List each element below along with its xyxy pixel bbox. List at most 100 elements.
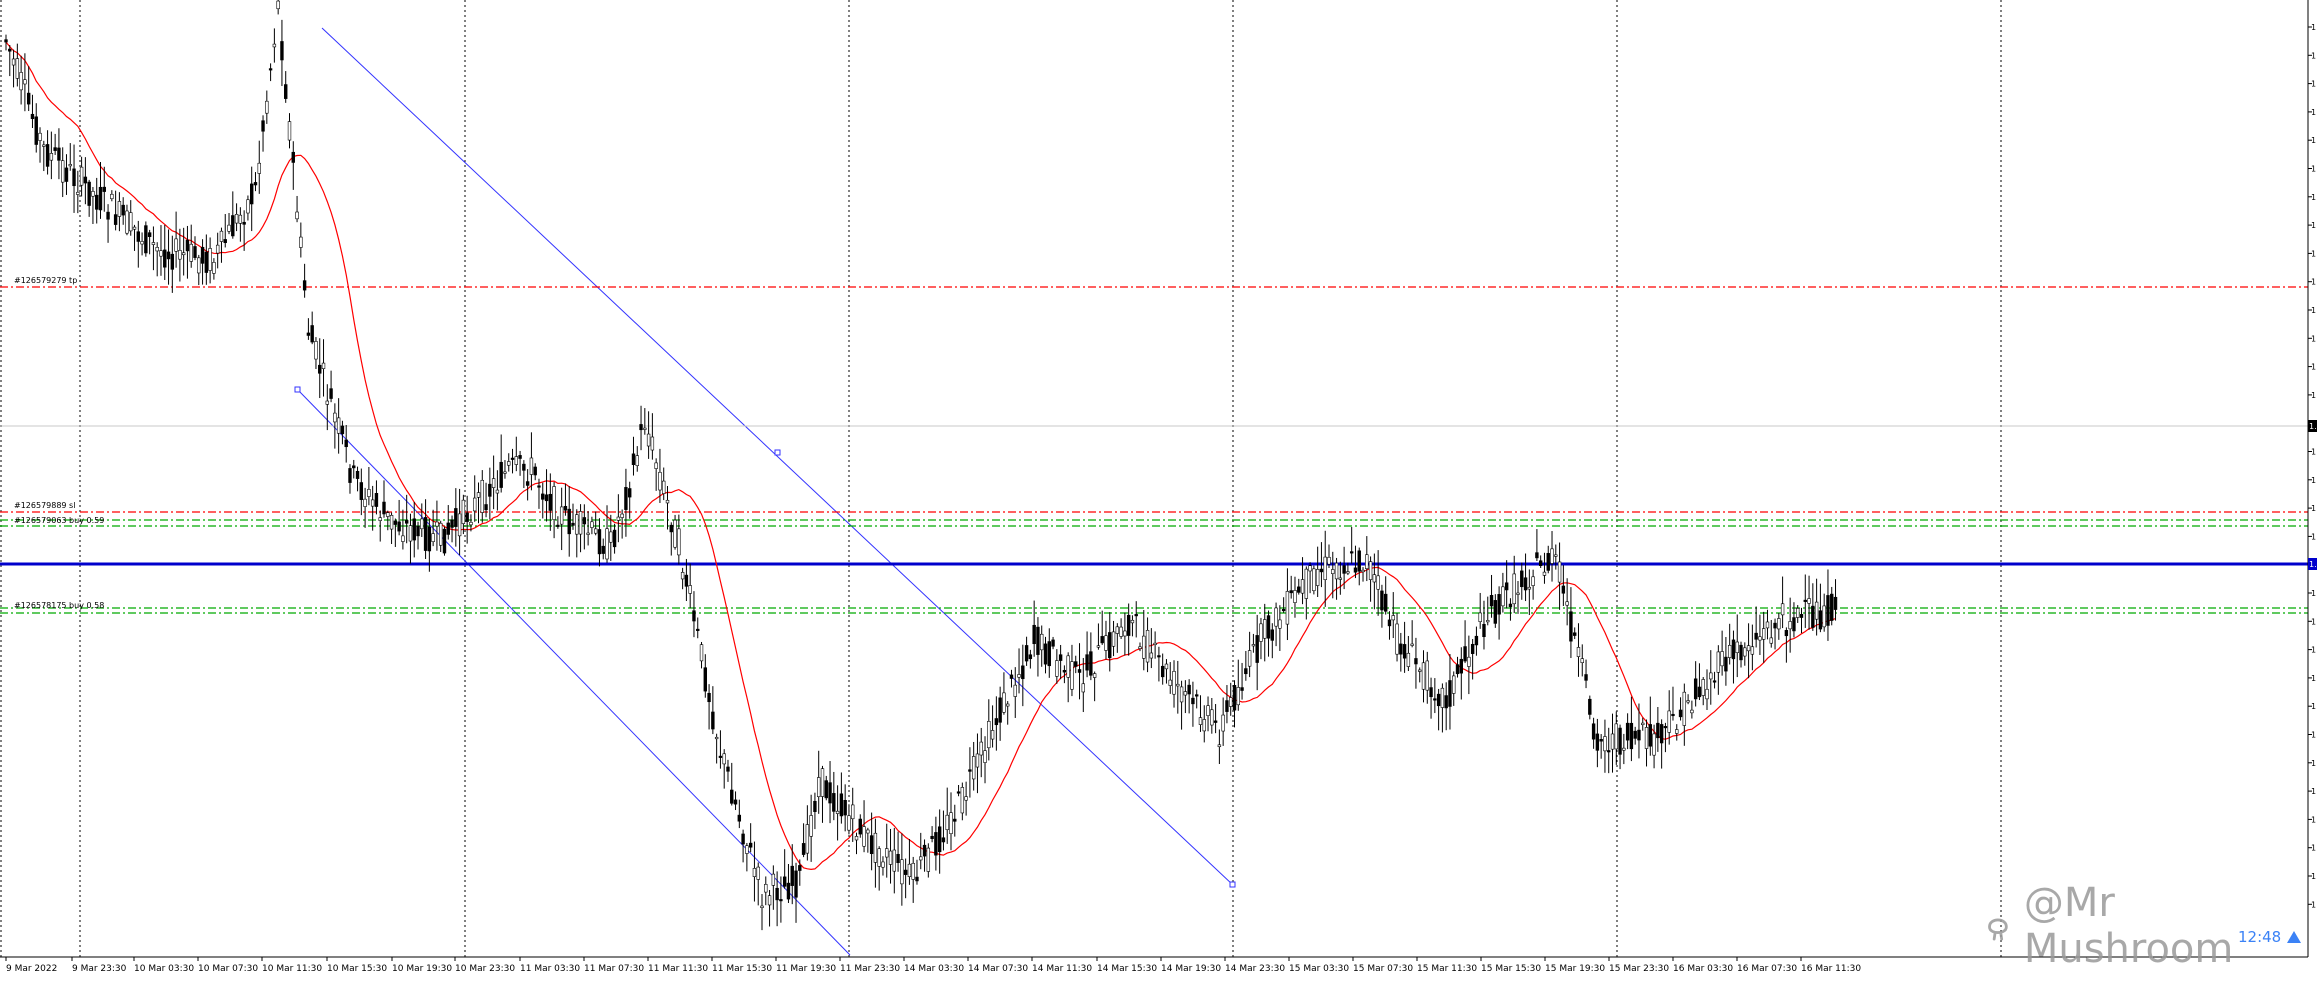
candle-463 <box>1754 606 1758 648</box>
candle-body-403 <box>1527 586 1532 590</box>
candle-body-466 <box>1765 621 1770 629</box>
candle-438 <box>1659 719 1664 769</box>
candle-72 <box>276 0 280 15</box>
candle-body-168 <box>639 424 643 431</box>
candle-body-19 <box>76 191 80 195</box>
candle-369 <box>1399 632 1403 672</box>
candle-body-105 <box>401 535 405 542</box>
candle-body-341 <box>1293 590 1297 603</box>
candle-body-177 <box>673 519 677 548</box>
candle-17 <box>68 143 72 171</box>
candle-body-139 <box>529 457 534 475</box>
candle-480 <box>1818 583 1823 633</box>
candle-body-354 <box>1342 565 1346 574</box>
candle-body-134 <box>510 457 515 460</box>
candle-166 <box>631 436 636 476</box>
candle-118 <box>450 515 454 543</box>
candle-body-245 <box>930 835 934 839</box>
candle-184 <box>699 641 704 669</box>
candle-140 <box>533 463 537 481</box>
candle-242 <box>919 832 923 870</box>
candle-442 <box>1675 724 1679 741</box>
candle-185 <box>703 654 708 698</box>
candle-body-351 <box>1331 569 1335 574</box>
candle-477 <box>1807 575 1811 630</box>
y-tick-label-8: 1. <box>2311 249 2317 258</box>
candle-4 <box>19 55 23 105</box>
candle-body-69 <box>265 100 269 114</box>
candle-188 <box>714 733 719 764</box>
candle-body-255 <box>968 769 972 772</box>
y-tick-label-9: 1. <box>2311 278 2317 287</box>
candle-460 <box>1743 642 1747 666</box>
candle-229 <box>869 812 874 871</box>
candle-280 <box>1062 665 1067 684</box>
candle-262 <box>994 696 999 751</box>
candle-190 <box>722 749 726 789</box>
candle-194 <box>737 799 742 829</box>
candle-70 <box>268 63 273 82</box>
candle-274 <box>1040 625 1044 667</box>
candle-body-85 <box>325 400 329 405</box>
candle-456 <box>1727 623 1732 665</box>
candle-body-5 <box>23 79 27 85</box>
candle-136 <box>518 450 522 476</box>
candle-156 <box>593 511 598 536</box>
candle-body-424 <box>1607 750 1611 753</box>
candle-body-106 <box>404 520 409 524</box>
candle-body-244 <box>926 847 931 872</box>
candle-body-108 <box>412 518 416 541</box>
candle-body-282 <box>1070 661 1074 690</box>
candle-213 <box>809 794 813 862</box>
candle-2 <box>11 49 16 88</box>
x-tick-label-11: 11 Mar 15:30 <box>712 964 772 974</box>
candle-body-470 <box>1780 603 1785 616</box>
candle-body-463 <box>1754 632 1758 640</box>
candle-78 <box>299 222 303 258</box>
candle-body-250 <box>949 812 953 835</box>
channel-anchor-1 <box>294 386 301 393</box>
candle-body-401 <box>1520 570 1524 588</box>
candle-135 <box>514 436 519 472</box>
order-labels: #126579279 tp #126579889 sl #126579063 buy… <box>14 276 104 610</box>
candle-body-8 <box>34 116 38 145</box>
triangle-up-icon <box>2287 931 2302 943</box>
candle-145 <box>552 482 556 539</box>
candle-287 <box>1089 632 1093 681</box>
x-tick-label-19: 14 Mar 23:30 <box>1225 964 1285 974</box>
candle-body-365 <box>1384 593 1388 612</box>
candle-75 <box>287 113 292 149</box>
candle-45 <box>174 211 178 268</box>
x-tick-label-25: 15 Mar 23:30 <box>1609 964 1669 974</box>
candle-body-90 <box>344 439 348 448</box>
candle-298 <box>1130 615 1135 637</box>
candle-body-329 <box>1247 650 1252 667</box>
x-tick-label-15: 14 Mar 07:30 <box>968 964 1028 974</box>
candle-body-205 <box>779 899 783 902</box>
candle-body-347 <box>1315 569 1320 586</box>
channel-upper-line <box>321 27 1234 886</box>
candle-body-247 <box>937 826 942 853</box>
candle-366 <box>1387 611 1392 640</box>
y-tick-label-18: 1. <box>2311 532 2317 541</box>
candle-body-71 <box>272 43 277 48</box>
candle-body-335 <box>1270 629 1275 641</box>
candle-303 <box>1149 628 1154 669</box>
candle-body-176 <box>669 524 673 533</box>
candle-384 <box>1455 656 1460 678</box>
x-tick-label-14: 14 Mar 03:30 <box>904 964 964 974</box>
candle-168 <box>639 405 643 451</box>
candle-body-356 <box>1349 551 1354 554</box>
candle-body-312 <box>1183 691 1188 696</box>
candle-body-42 <box>163 249 167 268</box>
candle-body-4 <box>19 72 23 91</box>
candle-35 <box>136 220 140 268</box>
candle-body-240 <box>911 863 915 880</box>
candle-340 <box>1289 575 1293 599</box>
candle-body-444 <box>1682 691 1687 726</box>
candle-173 <box>658 448 662 503</box>
candle-body-125 <box>476 492 481 498</box>
candle-25 <box>98 161 103 219</box>
